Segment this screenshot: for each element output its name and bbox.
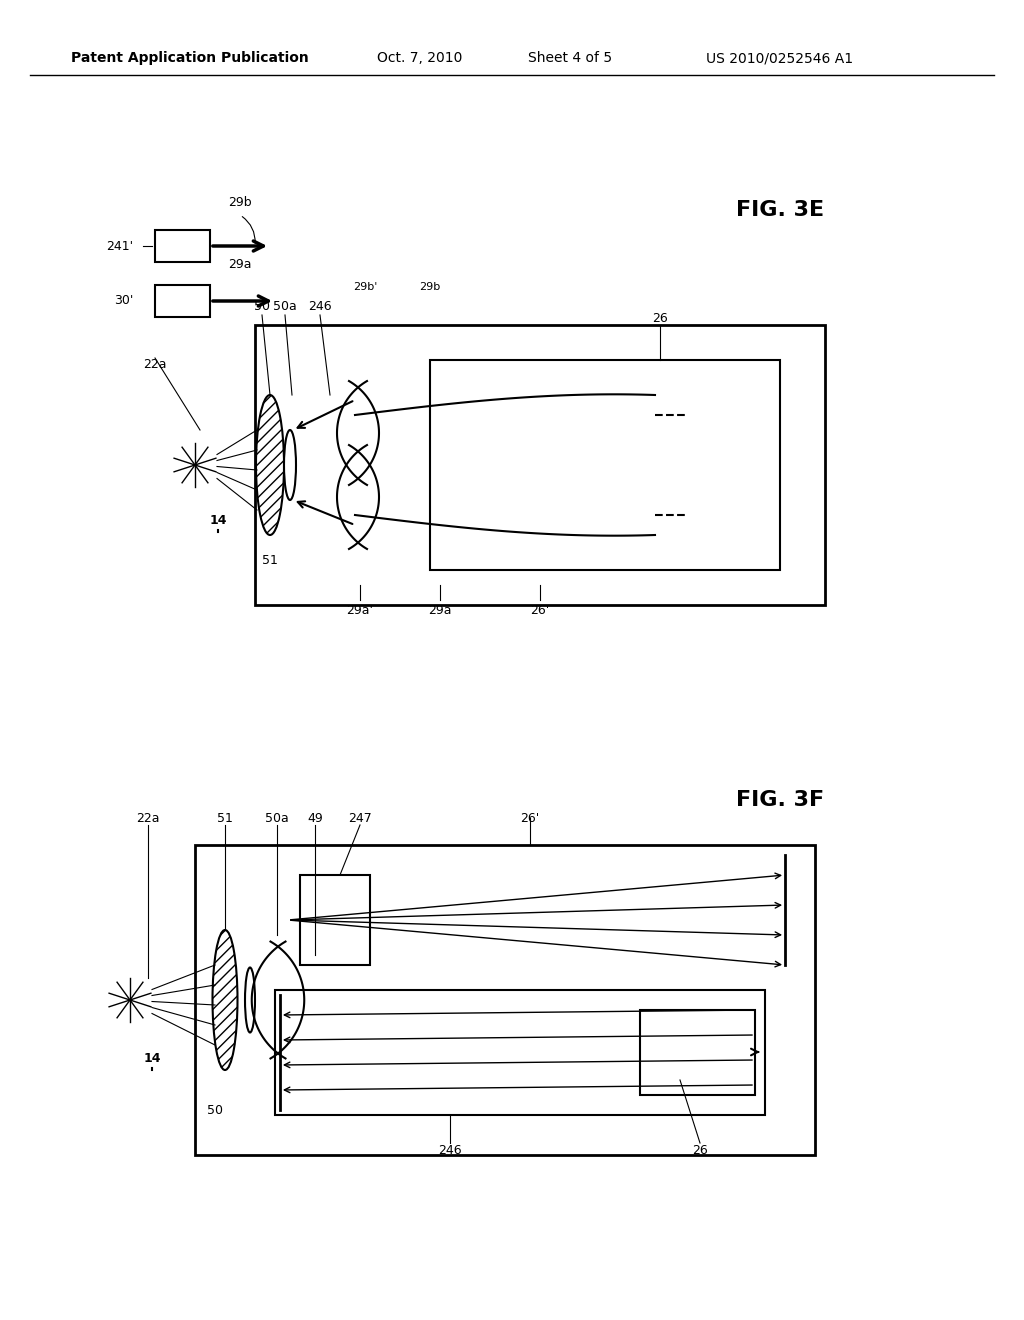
Text: FIG. 3F: FIG. 3F (736, 789, 824, 810)
Text: 50a: 50a (265, 812, 289, 825)
Text: 26: 26 (652, 312, 668, 325)
Text: 246: 246 (438, 1143, 462, 1156)
Bar (255, 325, 825, 605)
Text: 30': 30' (114, 294, 133, 308)
Text: 51: 51 (262, 553, 278, 566)
Text: 22a: 22a (143, 359, 167, 371)
Bar (155, 285, 210, 317)
Text: 26': 26' (530, 603, 550, 616)
Ellipse shape (284, 430, 296, 500)
Text: 29b: 29b (228, 195, 252, 209)
Text: 29a: 29a (228, 259, 252, 272)
Text: 50: 50 (207, 1104, 223, 1117)
Text: 29b': 29b' (353, 282, 377, 292)
Text: 29b: 29b (420, 282, 440, 292)
Bar (300, 875, 370, 965)
Text: 14: 14 (143, 1052, 161, 1064)
Text: 26': 26' (520, 812, 540, 825)
Text: US 2010/0252546 A1: US 2010/0252546 A1 (707, 51, 854, 65)
Bar (275, 990, 765, 1115)
Bar (640, 1010, 755, 1096)
Text: 50: 50 (254, 301, 270, 314)
Text: 50a: 50a (273, 301, 297, 314)
Bar (195, 845, 815, 1155)
Text: 247: 247 (348, 812, 372, 825)
Text: 26: 26 (692, 1143, 708, 1156)
Text: 241': 241' (105, 239, 133, 252)
Bar (155, 230, 210, 261)
Text: FIG. 3E: FIG. 3E (736, 201, 824, 220)
Text: Sheet 4 of 5: Sheet 4 of 5 (528, 51, 612, 65)
Ellipse shape (245, 968, 255, 1032)
Text: 246: 246 (308, 301, 332, 314)
Text: 49: 49 (307, 812, 323, 825)
Text: 14: 14 (209, 513, 226, 527)
Text: 29a: 29a (428, 603, 452, 616)
Text: 29a': 29a' (346, 603, 374, 616)
Bar (430, 360, 780, 570)
Text: Oct. 7, 2010: Oct. 7, 2010 (377, 51, 463, 65)
Text: 22a: 22a (136, 812, 160, 825)
Text: 51: 51 (217, 812, 232, 825)
Text: Patent Application Publication: Patent Application Publication (71, 51, 309, 65)
